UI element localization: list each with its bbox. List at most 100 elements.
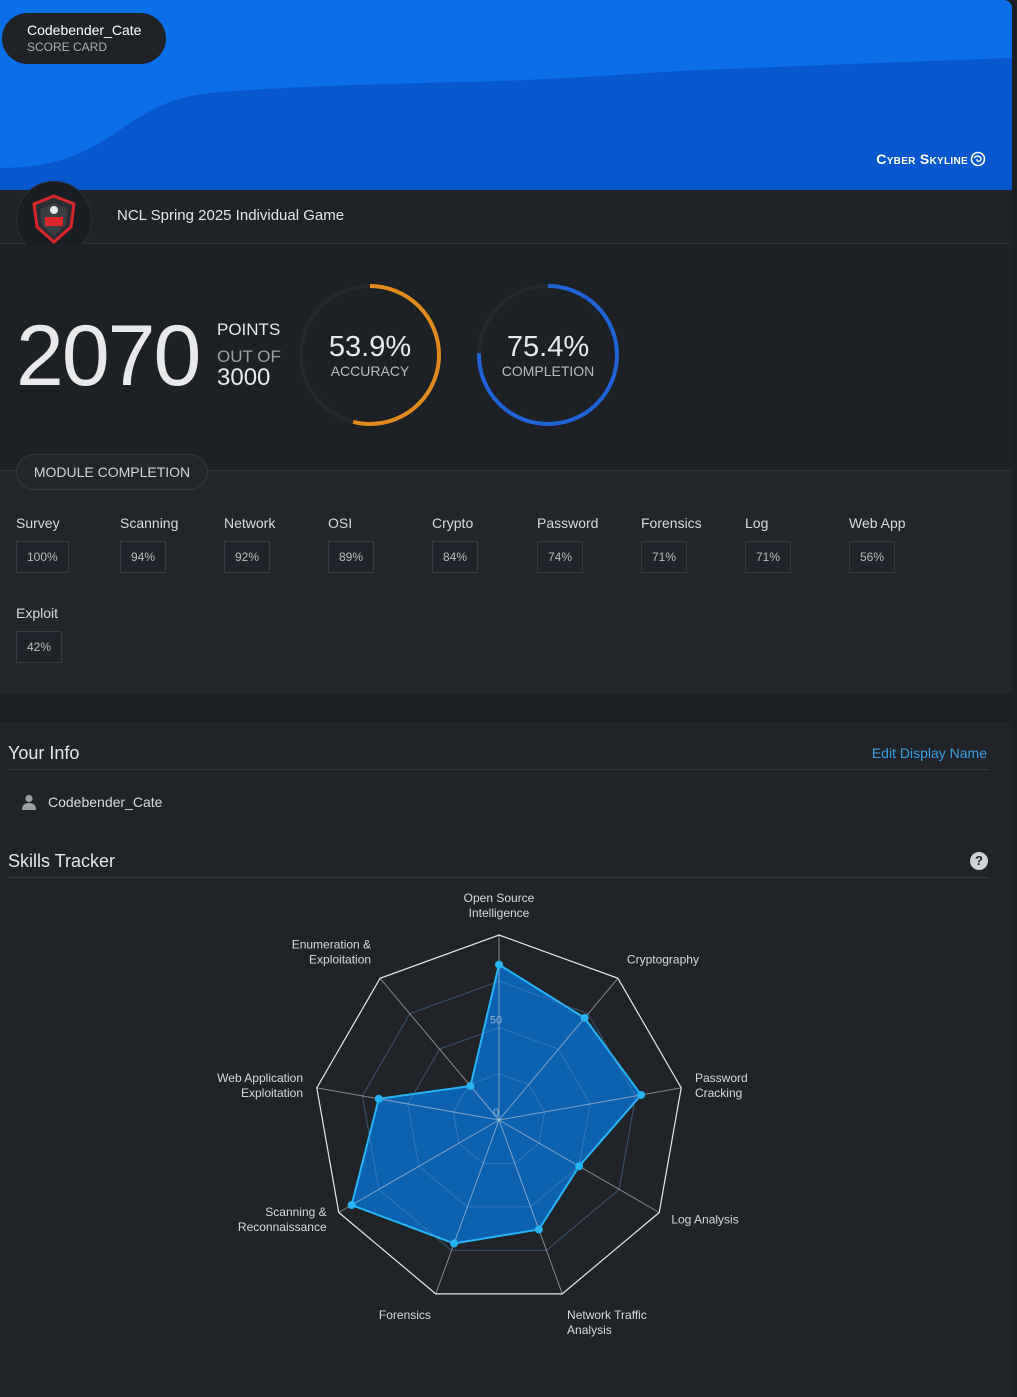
module-item: OSI 89%	[328, 515, 375, 573]
brand-text: Cyber Skyline	[876, 151, 968, 167]
info-divider	[8, 769, 989, 770]
module-item: Survey 100%	[16, 515, 69, 573]
radar-axis-label: Scanning & Reconnaissance	[238, 1205, 327, 1234]
radar-axis-label: Cryptography	[627, 953, 699, 967]
module-percent: 56%	[849, 541, 896, 573]
module-name: Forensics	[641, 515, 702, 531]
module-completion-title: MODULE COMPLETION	[16, 454, 208, 490]
module-name: Web App	[849, 515, 906, 531]
radar-axis-line	[498, 1087, 682, 1121]
radar-axis-line	[316, 1087, 500, 1121]
radar-point	[374, 1094, 383, 1103]
radar-axis-label-line: Web Application	[217, 1071, 303, 1085]
accuracy-ring: 53.9% ACCURACY	[298, 283, 442, 427]
accuracy-value: 53.9%	[328, 331, 412, 363]
ncl-logo	[16, 181, 92, 257]
ncl-shield-icon	[32, 194, 76, 245]
radar-axis-label: Password Cracking	[695, 1071, 748, 1100]
accuracy-label: ACCURACY	[330, 363, 410, 379]
module-percent: 74%	[537, 541, 584, 573]
brand-swirl-icon	[970, 151, 986, 167]
radar-point	[450, 1239, 459, 1248]
module-percent: 100%	[16, 541, 69, 573]
points-total: 3000	[217, 364, 271, 391]
radar-axis-label-line: Analysis	[567, 1323, 612, 1337]
radar-axis-line	[498, 1119, 563, 1295]
your-info-title: Your Info	[8, 743, 80, 763]
radar-axis-label-line: Scanning &	[265, 1205, 326, 1219]
question-circle-icon[interactable]: ?	[970, 852, 988, 870]
module-percent: 71%	[641, 541, 688, 573]
radar-data-area	[350, 963, 643, 1245]
skills-radar-chart: 0 50 Open Source Intelligence Cryptography Pa…	[217, 891, 748, 1337]
accuracy-ring-graphic	[299, 284, 441, 426]
module-item: Web App 56%	[849, 515, 906, 573]
module-percent: 92%	[224, 541, 271, 573]
module-item: Exploit 42%	[16, 605, 63, 663]
module-percent: 84%	[432, 541, 479, 573]
module-percent: 94%	[120, 541, 167, 573]
radar-axis-label-line: Exploitation	[241, 1086, 303, 1100]
score-area	[0, 244, 1012, 470]
display-name-row: Codebender_Cate	[22, 794, 162, 810]
module-name: Crypto	[432, 515, 474, 531]
module-item: Forensics 71%	[641, 515, 702, 573]
completion-label: COMPLETION	[501, 363, 595, 379]
completion-value: 75.4%	[506, 331, 590, 363]
radar-axis-label-line: Forensics	[379, 1308, 431, 1322]
radar-axis-label: Network Traffic Analysis	[567, 1308, 647, 1337]
radar-tick-label: 50	[490, 1015, 502, 1027]
radar-axis-line	[379, 977, 500, 1121]
header-banner: Codebender_Cate SCORE CARD Cyber Skyline	[0, 0, 1012, 190]
radar-axis-label-line: Reconnaissance	[238, 1220, 327, 1234]
radar-grid-ring	[361, 980, 637, 1251]
game-bar	[0, 190, 1012, 244]
radar-axis-label: Web Application Exploitation	[217, 1071, 303, 1100]
module-name: OSI	[328, 515, 353, 531]
module-item: Crypto 84%	[432, 515, 479, 573]
radar-grid-ring	[452, 1073, 546, 1164]
points-label: POINTS	[217, 320, 281, 339]
radar-axis-line	[498, 977, 619, 1121]
completion-ring: 75.4% COMPLETION	[476, 283, 620, 427]
radar-point	[495, 960, 503, 969]
module-item: Password 74%	[537, 515, 598, 573]
module-name: Network	[224, 515, 276, 531]
radar-axis-label-line: Network Traffic	[567, 1308, 647, 1322]
radar-axis-label: Open Source Intelligence	[464, 891, 535, 920]
radar-axis-label: Forensics	[379, 1308, 431, 1322]
brand-logo: Cyber Skyline	[876, 151, 986, 167]
radar-axis-label-line: Enumeration &	[292, 938, 371, 952]
module-percent: 89%	[328, 541, 375, 573]
radar-axis-label: Enumeration & Exploitation	[292, 938, 371, 967]
radar-outer-ring	[316, 934, 682, 1295]
module-name: Survey	[16, 515, 60, 531]
user-icon	[22, 794, 36, 810]
points-value: 2070	[16, 308, 201, 404]
display-name: Codebender_Cate	[48, 794, 163, 810]
radar-axis-label-line: Password	[695, 1071, 748, 1085]
banner-wave	[0, 58, 1012, 190]
radar-axis-label-line: Open Source	[464, 891, 535, 905]
module-name: Scanning	[120, 515, 179, 531]
module-percent: 71%	[745, 541, 792, 573]
radar-axis-label-line: Cryptography	[627, 953, 699, 967]
module-name: Password	[537, 515, 599, 531]
radar-axis-label-line: Intelligence	[469, 906, 530, 920]
module-item: Scanning 94%	[120, 515, 178, 573]
module-completion-panel	[0, 470, 1012, 694]
radar-point	[466, 1081, 475, 1090]
edit-display-name-link[interactable]: Edit Display Name	[871, 745, 987, 761]
radar-axis-label: Log Analysis	[671, 1213, 738, 1227]
module-item: Log 71%	[745, 515, 792, 573]
radar-axis-label-line: Exploitation	[309, 953, 371, 967]
radar-tick-label: 0	[493, 1107, 499, 1119]
game-title: NCL Spring 2025 Individual Game	[117, 207, 345, 224]
radar-axis-line	[338, 1119, 500, 1213]
completion-ring-graphic	[477, 284, 619, 426]
skills-divider	[8, 877, 989, 878]
radar-grid-ring	[407, 1026, 591, 1208]
module-item: Network 92%	[224, 515, 275, 573]
skills-tracker-title: Skills Tracker	[8, 851, 116, 871]
